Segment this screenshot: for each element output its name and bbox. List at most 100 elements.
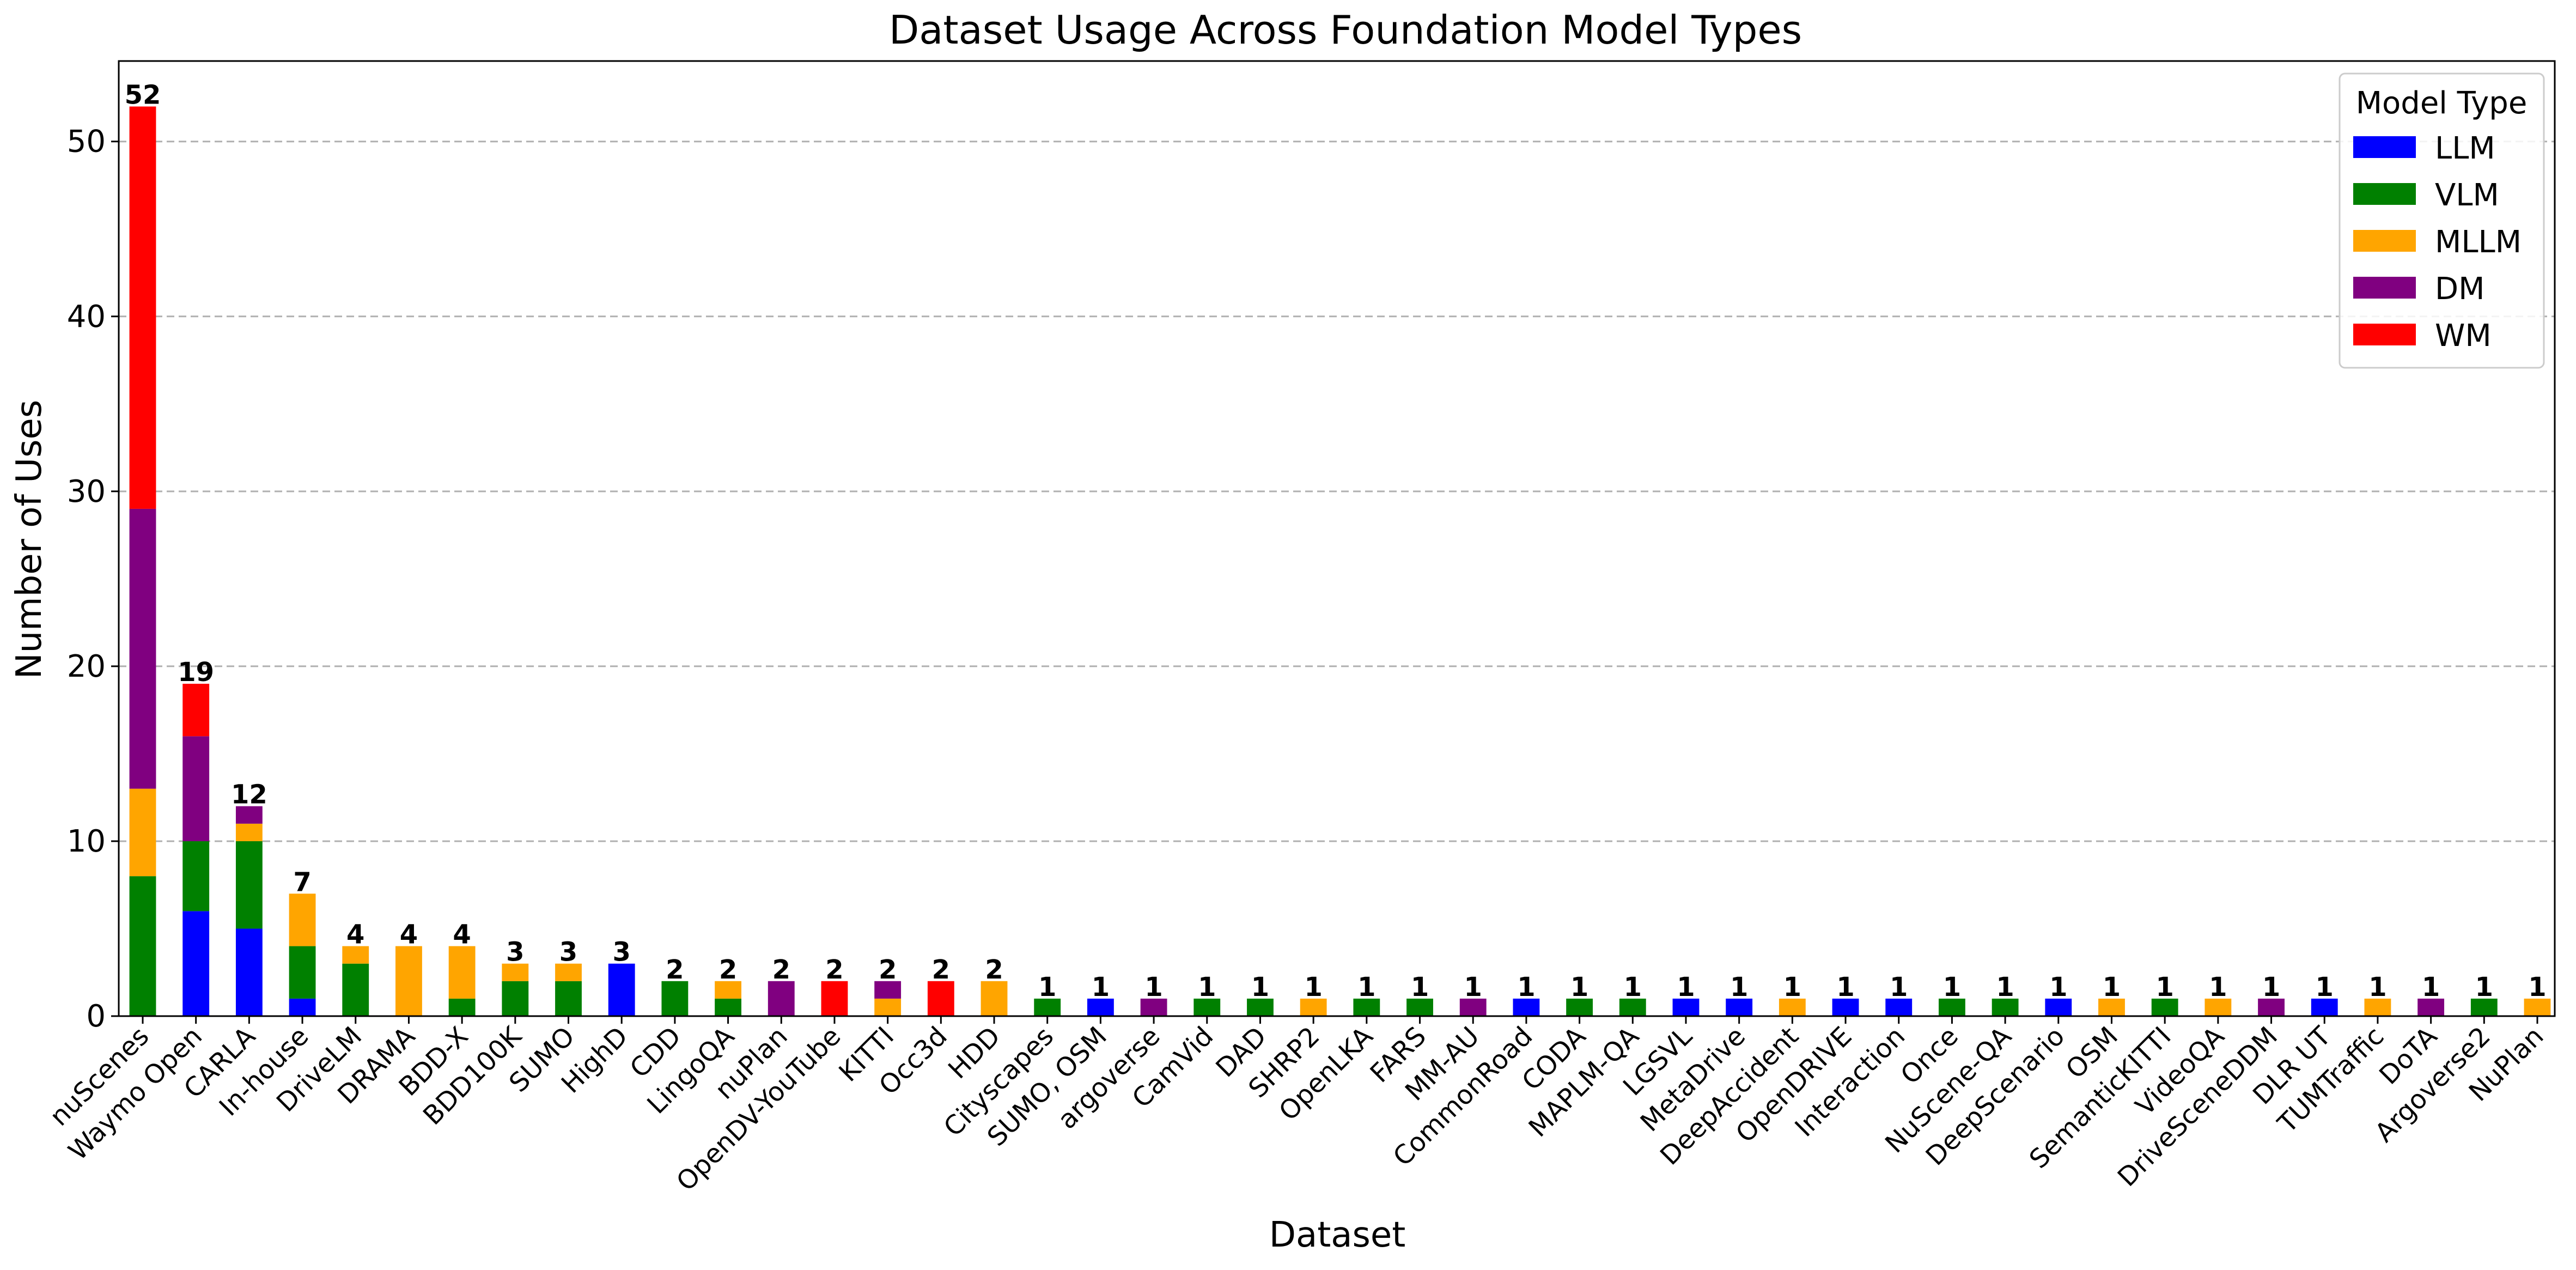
bar-total-label: 1 bbox=[2103, 972, 2121, 1002]
bar-total-label: 1 bbox=[2049, 972, 2067, 1002]
bar-total-label: 1 bbox=[1198, 972, 1216, 1002]
bar-segment-mllm bbox=[1300, 998, 1327, 1016]
bar-segment-vlm bbox=[1992, 998, 2019, 1016]
bar-segment-vlm bbox=[1619, 998, 1646, 1016]
bar-segment-mllm bbox=[2524, 998, 2551, 1016]
bar-segment-mllm bbox=[2098, 998, 2125, 1016]
bar-segment-dm bbox=[874, 981, 902, 999]
grid-lines bbox=[119, 141, 2555, 842]
bar-total-label: 1 bbox=[1890, 972, 1908, 1002]
bar-segment-vlm bbox=[715, 998, 741, 1016]
bar-total-label: 1 bbox=[2316, 972, 2334, 1002]
bar-segment-mllm bbox=[555, 963, 582, 981]
bar-segment-mllm bbox=[981, 981, 1008, 1016]
bar-segment-vlm bbox=[342, 963, 369, 1016]
bar-segment-mllm bbox=[874, 998, 902, 1016]
bar-segment-llm bbox=[1885, 998, 1913, 1016]
legend-label: LLM bbox=[2435, 131, 2495, 166]
bar-segment-mllm bbox=[715, 981, 741, 999]
bar-total-label: 1 bbox=[1996, 972, 2014, 1002]
bar-total-label: 3 bbox=[506, 937, 524, 968]
bar-segment-vlm bbox=[182, 841, 210, 912]
y-tick-label: 50 bbox=[67, 124, 106, 160]
bar-segment-llm bbox=[2311, 998, 2338, 1016]
bar-segment-dm bbox=[2417, 998, 2445, 1016]
bar-total-label: 2 bbox=[985, 955, 1003, 985]
legend-swatch bbox=[2353, 277, 2416, 299]
bar-total-labels: 52 19 12 7 4 4 4 3 3 3 2 2 2 2 2 2 2 1 1 1 1 1 1 1 1 1 1 1 1 1 1 1 1 1 1 1 1… bbox=[125, 80, 2547, 1002]
bar-total-label: 4 bbox=[453, 920, 471, 950]
bar-total-label: 2 bbox=[772, 955, 790, 985]
bar-total-label: 2 bbox=[666, 955, 684, 985]
bar-total-label: 1 bbox=[1517, 972, 1535, 1002]
bar-segment-vlm bbox=[1406, 998, 1433, 1016]
bar-segment-llm bbox=[2045, 998, 2072, 1016]
bar-total-label: 19 bbox=[178, 657, 214, 688]
bar-segment-vlm bbox=[448, 998, 476, 1016]
bar-total-label: 1 bbox=[1144, 972, 1162, 1002]
legend-label: DM bbox=[2435, 271, 2484, 307]
bar-segment-dm bbox=[129, 508, 156, 789]
legend-label: VLM bbox=[2435, 178, 2499, 213]
bar-total-label: 1 bbox=[2155, 972, 2173, 1002]
bar-total-label: 2 bbox=[932, 955, 950, 985]
bar-total-label: 2 bbox=[879, 955, 897, 985]
legend-swatch bbox=[2353, 230, 2416, 252]
bar-segment-llm bbox=[1726, 998, 1753, 1016]
bar-segment-dm bbox=[1459, 998, 1487, 1016]
bar-total-label: 1 bbox=[1304, 972, 1322, 1002]
bar-total-label: 1 bbox=[1038, 972, 1056, 1002]
legend-item-vlm: VLM bbox=[2353, 178, 2499, 213]
bar-segment-vlm bbox=[1193, 998, 1221, 1016]
bar-segment-dm bbox=[768, 981, 795, 1016]
bar-segment-mllm bbox=[235, 823, 263, 841]
bar-segment-mllm bbox=[1779, 998, 1806, 1016]
bar-total-label: 1 bbox=[1092, 972, 1110, 1002]
legend-item-llm: LLM bbox=[2353, 131, 2495, 166]
bar-segment-mllm bbox=[129, 788, 156, 877]
bar-segment-vlm bbox=[2470, 998, 2498, 1016]
x-axis-label: Dataset bbox=[1269, 1215, 1406, 1255]
bar-segment-mllm bbox=[342, 946, 369, 964]
bar-segment-llm bbox=[1672, 998, 1700, 1016]
y-tick-label: 0 bbox=[86, 999, 106, 1034]
bar-segment-wm bbox=[821, 981, 848, 1016]
legend-items: LLM VLM MLLM DM WM bbox=[2353, 131, 2522, 354]
bar-total-label: 1 bbox=[2475, 972, 2493, 1002]
bar-segment-llm bbox=[182, 911, 210, 1016]
bar-total-label: 1 bbox=[1570, 972, 1588, 1002]
y-tick-label: 30 bbox=[67, 474, 106, 509]
bar-total-label: 1 bbox=[2368, 972, 2386, 1002]
bar-segment-llm bbox=[1832, 998, 1859, 1016]
bar-total-label: 2 bbox=[719, 955, 737, 985]
bar-segment-wm bbox=[927, 981, 954, 1016]
bar-segment-mllm bbox=[2364, 998, 2391, 1016]
bar-segment-vlm bbox=[1247, 998, 1274, 1016]
bar-total-label: 3 bbox=[559, 937, 577, 968]
bar-segment-dm bbox=[235, 806, 263, 824]
legend-item-wm: WM bbox=[2353, 318, 2492, 354]
y-tick-label: 10 bbox=[67, 824, 106, 859]
y-tick-label: 20 bbox=[67, 649, 106, 684]
bar-total-label: 1 bbox=[1943, 972, 1961, 1002]
bar-segment-llm bbox=[1087, 998, 1114, 1016]
bar-segment-mllm bbox=[502, 963, 529, 981]
bar-total-label: 1 bbox=[2209, 972, 2227, 1002]
bar-segment-dm bbox=[2258, 998, 2285, 1016]
bar-segment-vlm bbox=[661, 981, 689, 1016]
bar-segment-llm bbox=[235, 928, 263, 1016]
y-tick-label: 40 bbox=[67, 299, 106, 335]
legend-label: WM bbox=[2435, 318, 2492, 354]
bar-total-label: 1 bbox=[1624, 972, 1642, 1002]
bar-total-label: 1 bbox=[1251, 972, 1269, 1002]
bar-total-label: 2 bbox=[825, 955, 843, 985]
bar-total-label: 7 bbox=[293, 867, 311, 897]
bar-segment-vlm bbox=[1034, 998, 1061, 1016]
bar-segment-wm bbox=[129, 106, 156, 509]
bar-segment-vlm bbox=[555, 981, 582, 1016]
bar-segment-vlm bbox=[235, 841, 263, 929]
chart-title: Dataset Usage Across Foundation Model Ty… bbox=[889, 7, 1802, 53]
legend-item-mllm: MLLM bbox=[2353, 224, 2522, 260]
bars bbox=[129, 106, 2551, 1016]
